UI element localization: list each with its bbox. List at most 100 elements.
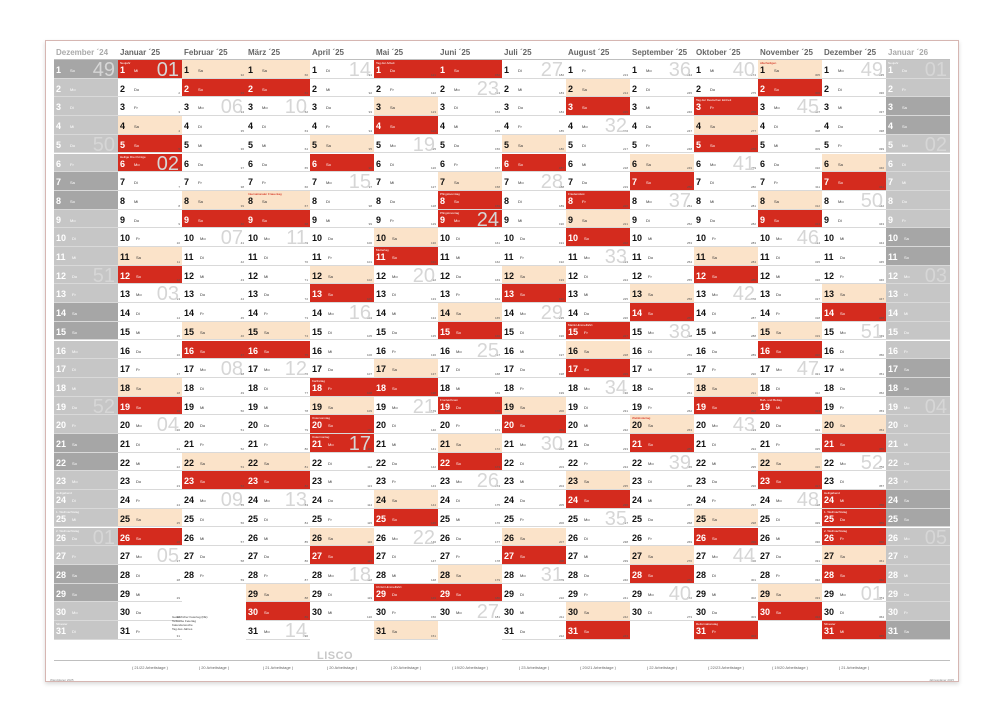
day-cell[interactable]: 20 Mo 293 43 bbox=[694, 415, 758, 434]
day-cell[interactable]: 11 So bbox=[886, 247, 950, 266]
day-cell[interactable]: 8 Mi 281 bbox=[694, 190, 758, 210]
day-cell[interactable]: 13 Di bbox=[886, 284, 950, 304]
day-cell[interactable]: 18 Mi bbox=[54, 377, 118, 397]
day-cell[interactable]: 28 Mi 148 bbox=[374, 564, 438, 584]
day-cell[interactable]: 9 So 313 bbox=[758, 209, 822, 229]
day-cell[interactable]: 17 Fr 290 bbox=[694, 359, 758, 378]
day-cell[interactable]: 19 Mo 139 21 bbox=[374, 396, 438, 416]
day-cell[interactable]: 6 Fr 157 bbox=[438, 153, 502, 173]
day-cell[interactable]: 21 Mo Ostermontag 111 17 bbox=[310, 434, 374, 453]
day-cell[interactable]: 4 Sa 277 bbox=[694, 116, 758, 135]
day-cell[interactable]: 4 Di 308 bbox=[758, 116, 822, 135]
day-cell[interactable]: 11 Mi 162 bbox=[438, 247, 502, 266]
day-cell[interactable]: 26 Fr 2. Weihnachtstag 360 bbox=[822, 527, 886, 547]
day-cell[interactable]: 12 Fr 255 bbox=[630, 265, 694, 285]
day-cell[interactable]: 30 Do 30 bbox=[118, 602, 182, 621]
day-cell[interactable]: 14 Fr 318 bbox=[758, 303, 822, 322]
day-cell[interactable]: 21 Mi bbox=[886, 434, 950, 453]
day-cell[interactable]: 24 Sa bbox=[886, 490, 950, 509]
day-cell[interactable]: 13 So 103 bbox=[310, 284, 374, 304]
day-cell[interactable]: 1 Mo 244 36 bbox=[630, 60, 694, 79]
day-cell[interactable]: 29 Do bbox=[886, 583, 950, 603]
day-cell[interactable]: 3 Mi 337 bbox=[822, 97, 886, 117]
day-cell[interactable]: 18 Sa 291 bbox=[694, 377, 758, 397]
day-cell[interactable]: 13 Do 72 bbox=[246, 284, 310, 304]
day-cell[interactable]: 1 Sa 60 bbox=[246, 60, 310, 79]
day-cell[interactable]: 18 So 138 bbox=[374, 377, 438, 397]
day-cell[interactable]: 7 Di 280 bbox=[694, 172, 758, 191]
day-cell[interactable]: 5 So 278 bbox=[694, 134, 758, 154]
day-cell[interactable]: 24 Mo 83 13 bbox=[246, 490, 310, 509]
day-cell[interactable]: 8 Sa Internationaler Frauentag 67 bbox=[246, 190, 310, 210]
day-cell[interactable]: 16 Mi 106 bbox=[310, 340, 374, 360]
day-cell[interactable]: 21 Fr 325 bbox=[758, 434, 822, 453]
day-cell[interactable]: 1 So 49 bbox=[54, 60, 118, 79]
day-cell[interactable]: 21 Fr 52 bbox=[182, 434, 246, 453]
day-cell[interactable]: 27 So 208 bbox=[502, 546, 566, 565]
day-cell[interactable]: 3 Sa bbox=[886, 97, 950, 117]
day-cell[interactable]: 11 Mo 223 33 bbox=[566, 247, 630, 266]
day-cell[interactable]: 15 Do 135 bbox=[374, 321, 438, 341]
day-cell[interactable]: 18 Fr 199 bbox=[502, 377, 566, 397]
day-cell[interactable]: 28 Sa 179 bbox=[438, 564, 502, 584]
day-cell[interactable]: 31 Sa 151 bbox=[374, 621, 438, 640]
day-cell[interactable]: 23 So 327 bbox=[758, 471, 822, 491]
day-cell[interactable]: 10 Fr 10 bbox=[118, 228, 182, 247]
day-cell[interactable]: 16 Do 16 bbox=[118, 340, 182, 360]
day-cell[interactable]: 13 Mi 225 bbox=[566, 284, 630, 304]
day-cell[interactable]: 5 Mi 64 bbox=[246, 134, 310, 154]
day-cell[interactable]: 29 Do Christi Himmelfahrt 149 bbox=[374, 583, 438, 603]
day-cell[interactable]: 9 Do 9 bbox=[118, 209, 182, 229]
day-cell[interactable]: 22 So 173 bbox=[438, 452, 502, 472]
day-cell[interactable]: 27 Mo 27 05 bbox=[118, 546, 182, 565]
day-cell[interactable]: 11 Do 254 bbox=[630, 247, 694, 266]
day-cell[interactable]: 31 Mo 90 14 bbox=[246, 621, 310, 640]
day-cell[interactable]: 18 Di 77 bbox=[246, 377, 310, 397]
day-cell[interactable]: 8 Do 128 bbox=[374, 190, 438, 210]
day-cell[interactable]: 28 Sa bbox=[54, 564, 118, 584]
day-cell[interactable]: 28 Do 240 bbox=[566, 564, 630, 584]
day-cell[interactable]: 3 Fr 3 bbox=[118, 97, 182, 117]
day-cell[interactable]: 29 Sa 333 bbox=[758, 583, 822, 603]
day-cell[interactable]: 6 Do 310 bbox=[758, 153, 822, 173]
day-cell[interactable]: 26 Fr 269 bbox=[630, 527, 694, 547]
day-cell[interactable]: 29 Sa 88 bbox=[246, 583, 310, 603]
day-cell[interactable]: 26 So 26 bbox=[118, 527, 182, 547]
day-cell[interactable]: 27 Do 86 bbox=[246, 546, 310, 565]
day-cell[interactable]: 30 Sa 242 bbox=[566, 602, 630, 621]
day-cell[interactable]: 15 Mo 258 38 bbox=[630, 321, 694, 341]
day-cell[interactable]: 26 Sa 116 bbox=[310, 527, 374, 547]
day-cell[interactable]: 19 Mi 50 bbox=[182, 396, 246, 416]
day-cell[interactable]: 31 Fr Reformationstag 304 bbox=[694, 621, 758, 640]
day-cell[interactable]: 24 Do 205 bbox=[502, 490, 566, 509]
day-cell[interactable]: 3 Do 93 bbox=[310, 97, 374, 117]
day-cell[interactable]: 19 Fr 262 bbox=[630, 396, 694, 416]
day-cell[interactable]: 11 Di 315 bbox=[758, 247, 822, 266]
day-cell[interactable]: 28 So 271 bbox=[630, 564, 694, 584]
day-cell[interactable]: 6 Do 65 bbox=[246, 153, 310, 173]
day-cell[interactable]: 12 Sa 193 bbox=[502, 265, 566, 285]
day-cell[interactable]: 25 Di 84 bbox=[246, 508, 310, 528]
day-cell[interactable]: 16 Mi 197 bbox=[502, 340, 566, 360]
day-cell[interactable]: 28 Fr 87 bbox=[246, 564, 310, 584]
day-cell[interactable]: 26 Di 238 bbox=[566, 527, 630, 547]
day-cell[interactable]: 15 Fr Mariä Himmelfahrt 227 bbox=[566, 321, 630, 341]
day-cell[interactable]: 17 Sa bbox=[886, 359, 950, 378]
day-cell[interactable]: 15 Do bbox=[886, 321, 950, 341]
day-cell[interactable]: 15 Di 105 bbox=[310, 321, 374, 341]
day-cell[interactable]: 26 Mi 57 bbox=[182, 527, 246, 547]
day-cell[interactable]: 5 Mi 36 bbox=[182, 134, 246, 154]
day-cell[interactable]: 12 Mi 316 bbox=[758, 265, 822, 285]
day-cell[interactable]: 18 Do 261 bbox=[630, 377, 694, 397]
day-cell[interactable]: 26 So 299 bbox=[694, 527, 758, 547]
day-cell[interactable]: 13 Sa 347 bbox=[822, 284, 886, 304]
day-cell[interactable]: 16 So 320 bbox=[758, 340, 822, 360]
day-cell[interactable]: 9 Fr 129 bbox=[374, 209, 438, 229]
day-cell[interactable]: 2 Fr bbox=[886, 78, 950, 98]
day-cell[interactable]: 5 Mo 125 19 bbox=[374, 134, 438, 154]
day-cell[interactable]: 23 Fr bbox=[886, 471, 950, 491]
day-cell[interactable]: 6 Fr bbox=[54, 153, 118, 173]
day-cell[interactable]: 27 Sa 270 bbox=[630, 546, 694, 565]
day-cell[interactable]: 22 Sa 326 bbox=[758, 452, 822, 472]
day-cell[interactable]: 20 Sa Weltkindertag 263 bbox=[630, 415, 694, 434]
